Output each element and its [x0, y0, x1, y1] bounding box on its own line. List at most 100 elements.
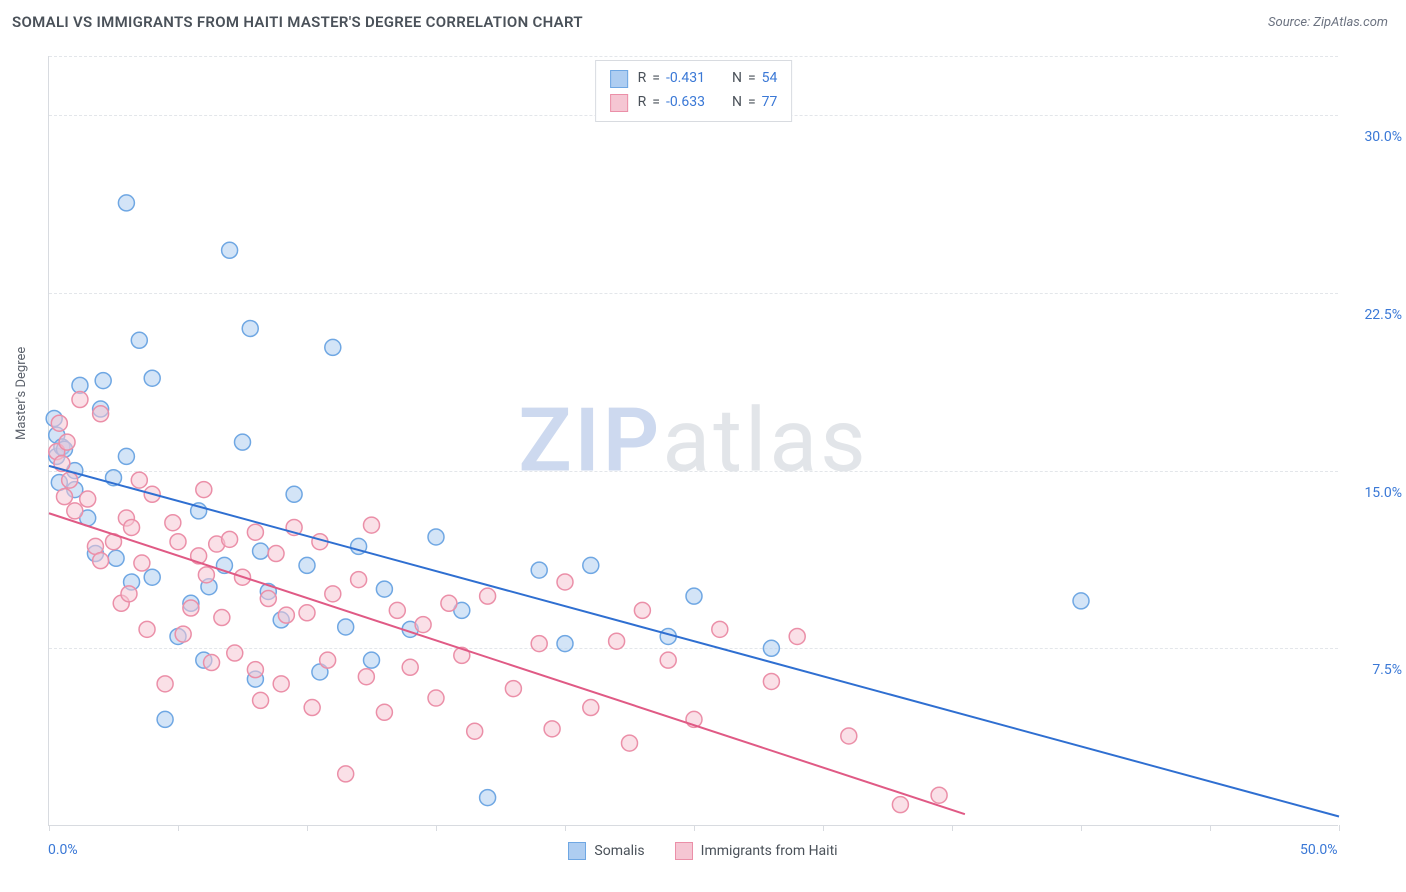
data-point — [278, 607, 294, 623]
data-point — [531, 562, 547, 578]
data-point — [165, 515, 181, 531]
data-point — [931, 787, 947, 803]
legend-n-label: N — [732, 67, 742, 91]
data-point — [247, 662, 263, 678]
data-point — [227, 645, 243, 661]
legend-label: Somalis — [594, 843, 644, 859]
data-point — [56, 489, 72, 505]
data-point — [157, 711, 173, 727]
data-point — [428, 690, 444, 706]
legend-swatch — [568, 842, 586, 860]
data-point — [544, 721, 560, 737]
data-point — [338, 766, 354, 782]
data-point — [80, 491, 96, 507]
data-point — [183, 600, 199, 616]
data-point — [325, 586, 341, 602]
data-point — [139, 621, 155, 637]
legend-eq: = — [748, 91, 756, 115]
legend-n-value: 54 — [762, 67, 778, 91]
data-point — [789, 628, 805, 644]
data-point — [338, 619, 354, 635]
data-point — [609, 633, 625, 649]
data-point — [222, 531, 238, 547]
scatter-plot — [49, 56, 1338, 825]
x-tick — [823, 825, 824, 831]
data-point — [144, 370, 160, 386]
legend-item: Somalis — [568, 842, 644, 860]
x-tick — [565, 825, 566, 831]
data-point — [273, 676, 289, 692]
source-label: Source: ZipAtlas.com — [1268, 15, 1388, 30]
data-point — [320, 652, 336, 668]
data-point — [505, 681, 521, 697]
data-point — [51, 415, 67, 431]
data-point — [214, 610, 230, 626]
data-point — [131, 472, 147, 488]
data-point — [124, 519, 140, 535]
x-tick — [49, 825, 50, 831]
legend-series: Somalis Immigrants from Haiti — [0, 842, 1406, 860]
data-point — [376, 704, 392, 720]
data-point — [93, 553, 109, 569]
data-point — [198, 567, 214, 583]
legend-r-label: R — [638, 67, 647, 91]
data-point — [286, 486, 302, 502]
y-tick-label: 30.0% — [1342, 129, 1402, 145]
data-point — [583, 557, 599, 573]
legend-item: Immigrants from Haiti — [675, 842, 838, 860]
data-point — [268, 546, 284, 562]
data-point — [131, 332, 147, 348]
legend-swatch — [610, 94, 628, 112]
data-point — [351, 572, 367, 588]
data-point — [841, 728, 857, 744]
data-point — [686, 588, 702, 604]
data-point — [59, 434, 75, 450]
data-point — [134, 555, 150, 571]
y-tick-label: 22.5% — [1342, 307, 1402, 323]
x-tick — [694, 825, 695, 831]
data-point — [428, 529, 444, 545]
data-point — [892, 797, 908, 813]
page-title: SOMALI VS IMMIGRANTS FROM HAITI MASTER'S… — [12, 13, 583, 31]
data-point — [376, 581, 392, 597]
data-point — [712, 621, 728, 637]
data-point — [557, 574, 573, 590]
legend-eq: = — [652, 91, 660, 115]
y-axis-title: Master's Degree — [14, 347, 29, 440]
data-point — [175, 626, 191, 642]
data-point — [67, 503, 83, 519]
chart-area: ZIPatlas 7.5%15.0%22.5%30.0% R=-0.431 N=… — [48, 56, 1338, 826]
data-point — [242, 320, 258, 336]
data-point — [415, 617, 431, 633]
data-point — [204, 655, 220, 671]
legend-stats: R=-0.431 N=54R=-0.633 N=77 — [595, 60, 793, 122]
legend-label: Immigrants from Haiti — [701, 843, 838, 859]
data-point — [108, 550, 124, 566]
legend-eq: = — [748, 67, 756, 91]
data-point — [118, 195, 134, 211]
data-point — [253, 543, 269, 559]
data-point — [118, 448, 134, 464]
data-point — [299, 605, 315, 621]
x-tick — [436, 825, 437, 831]
data-point — [62, 472, 78, 488]
data-point — [480, 588, 496, 604]
data-point — [1073, 593, 1089, 609]
legend-stat-row: R=-0.633 N=77 — [610, 91, 778, 115]
data-point — [364, 517, 380, 533]
data-point — [358, 669, 374, 685]
data-point — [304, 700, 320, 716]
data-point — [660, 652, 676, 668]
legend-r-value: -0.431 — [666, 67, 705, 91]
x-tick — [1339, 825, 1340, 831]
data-point — [634, 602, 650, 618]
data-point — [144, 569, 160, 585]
data-point — [260, 591, 276, 607]
data-point — [253, 692, 269, 708]
legend-swatch — [675, 842, 693, 860]
legend-swatch — [610, 70, 628, 88]
x-tick — [952, 825, 953, 831]
data-point — [467, 723, 483, 739]
data-point — [299, 557, 315, 573]
data-point — [247, 524, 263, 540]
